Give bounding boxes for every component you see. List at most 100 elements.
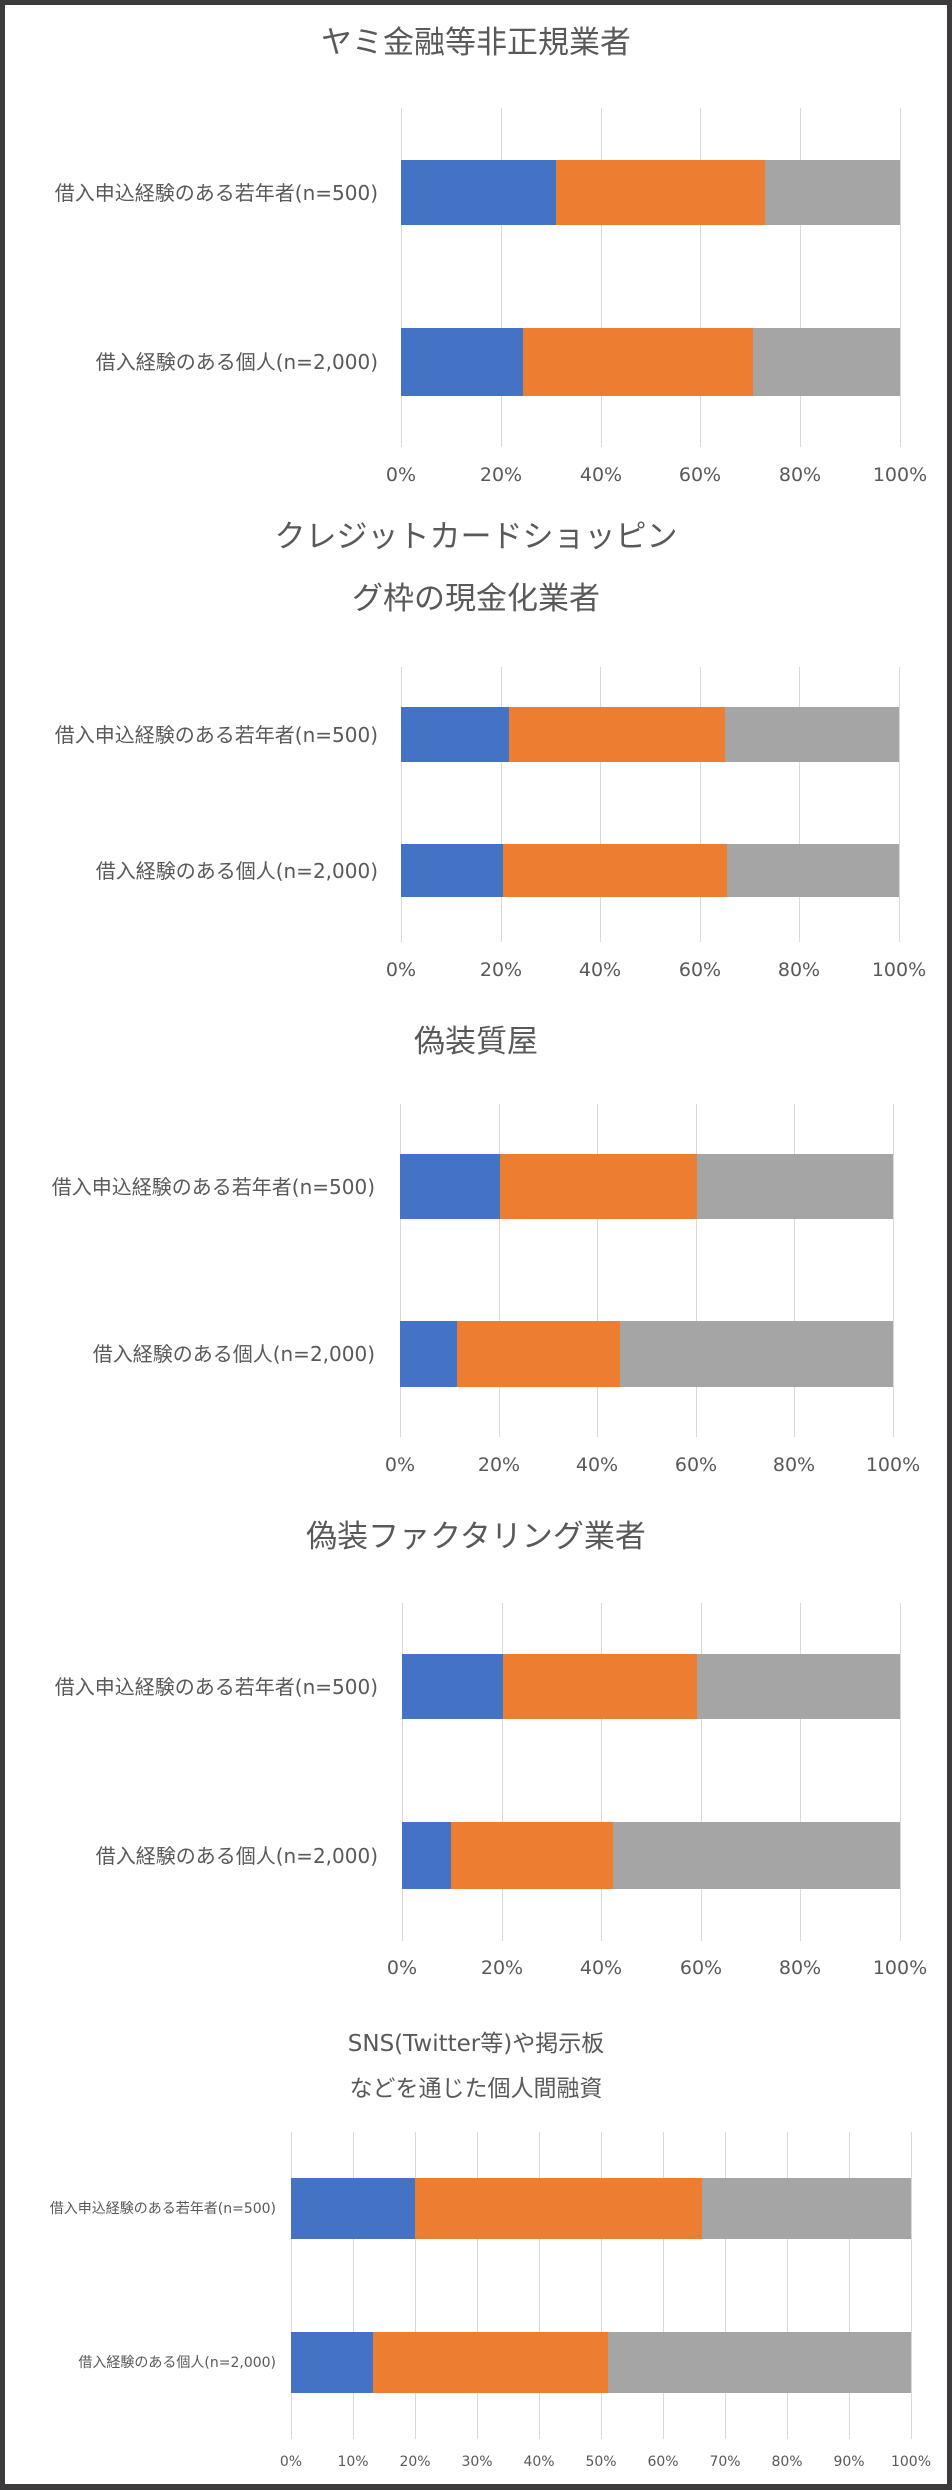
bar-segment-2 xyxy=(372,2332,608,2393)
bar-segment-2 xyxy=(509,707,725,762)
gridline xyxy=(800,108,801,447)
gridline xyxy=(402,1603,403,1941)
x-tick-label: 60% xyxy=(647,2454,679,2470)
x-tick-label: 100% xyxy=(872,1957,928,1979)
x-tick-label: 40% xyxy=(579,464,623,486)
bar-segment-1 xyxy=(291,2332,373,2393)
stacked-bar xyxy=(291,2178,911,2239)
x-tick-label: 40% xyxy=(575,1454,619,1476)
stacked-bar xyxy=(400,1321,893,1387)
bar-segment-2 xyxy=(523,328,753,396)
x-tick-label: 80% xyxy=(778,464,822,486)
x-tick-label: 60% xyxy=(678,959,722,981)
gridline xyxy=(849,2132,850,2439)
stacked-bar xyxy=(401,328,900,396)
gridline xyxy=(700,108,701,447)
chart-title: クレジットカードショッピン xyxy=(274,519,678,555)
gridline xyxy=(799,667,800,942)
gridline xyxy=(900,108,901,447)
gridline xyxy=(353,2132,354,2439)
bar-segment-1 xyxy=(402,1654,503,1719)
gridline xyxy=(601,1603,602,1941)
bar-segment-2 xyxy=(450,1822,614,1889)
x-tick-label: 60% xyxy=(678,464,722,486)
gridline xyxy=(800,1603,801,1941)
category-label: 借入申込経験のある若年者(n=500) xyxy=(54,1675,378,1699)
gridline xyxy=(893,1104,894,1437)
gridline xyxy=(401,108,402,447)
x-tick-label: 20% xyxy=(479,959,523,981)
gridline xyxy=(601,108,602,447)
gridline xyxy=(501,108,502,447)
chart-title: SNS(Twitter等)や掲示板 xyxy=(347,2031,605,2057)
gridline xyxy=(900,1603,901,1941)
bar-segment-1 xyxy=(401,844,504,897)
category-label: 借入経験のある個人(n=2,000) xyxy=(95,350,378,374)
stacked-bar xyxy=(291,2332,911,2393)
gridline xyxy=(701,1603,702,1941)
bar-segment-1 xyxy=(401,160,556,225)
gridline xyxy=(597,1104,598,1437)
gridline xyxy=(794,1104,795,1437)
gridline xyxy=(539,2132,540,2439)
gridline xyxy=(291,2132,292,2439)
x-tick-label: 0% xyxy=(279,2454,303,2470)
bar-segment-3 xyxy=(620,1321,893,1387)
gridline xyxy=(477,2132,478,2439)
x-tick-label: 80% xyxy=(772,1454,816,1476)
category-label: 借入申込経験のある若年者(n=500) xyxy=(49,2201,276,2217)
x-tick-label: 40% xyxy=(578,959,622,981)
gridline xyxy=(696,1104,697,1437)
x-tick-label: 80% xyxy=(771,2454,803,2470)
x-tick-label: 40% xyxy=(579,1957,623,1979)
bar-segment-1 xyxy=(400,1321,458,1387)
gridline xyxy=(401,667,402,942)
category-label: 借入申込経験のある若年者(n=500) xyxy=(51,1175,375,1199)
stacked-bar xyxy=(400,1154,893,1219)
x-tick-label: 10% xyxy=(337,2454,369,2470)
gridline xyxy=(499,1104,500,1437)
x-tick-label: 30% xyxy=(461,2454,493,2470)
x-tick-label: 0% xyxy=(385,464,417,486)
bar-segment-2 xyxy=(502,1654,698,1719)
bar-segment-3 xyxy=(607,2332,911,2393)
x-tick-label: 20% xyxy=(480,1957,524,1979)
category-label: 借入申込経験のある若年者(n=500) xyxy=(54,723,378,747)
bar-segment-1 xyxy=(401,707,510,762)
category-label: 借入経験のある個人(n=2,000) xyxy=(92,1342,375,1366)
stacked-bar xyxy=(401,844,899,897)
gridline xyxy=(911,2132,912,2439)
gridline xyxy=(787,2132,788,2439)
stacked-bar xyxy=(402,1822,900,1889)
bar-segment-1 xyxy=(401,328,524,396)
x-tick-label: 100% xyxy=(871,959,927,981)
x-tick-label: 50% xyxy=(585,2454,617,2470)
gridline xyxy=(899,667,900,942)
gridline xyxy=(700,667,701,942)
bar-segment-3 xyxy=(765,160,900,225)
bar-segment-3 xyxy=(613,1822,900,1889)
x-tick-label: 100% xyxy=(890,2454,932,2470)
x-tick-label: 100% xyxy=(865,1454,921,1476)
x-tick-label: 0% xyxy=(384,1454,416,1476)
x-tick-label: 20% xyxy=(477,1454,521,1476)
bar-segment-2 xyxy=(503,844,727,897)
gridline xyxy=(601,2132,602,2439)
bar-segment-3 xyxy=(697,1654,900,1719)
gridline xyxy=(501,667,502,942)
bar-segment-2 xyxy=(555,160,766,225)
gridline xyxy=(600,667,601,942)
stacked-bar xyxy=(402,1654,900,1719)
bar-segment-3 xyxy=(697,1154,893,1219)
gridline xyxy=(663,2132,664,2439)
bar-segment-2 xyxy=(415,2178,703,2239)
bar-segment-1 xyxy=(400,1154,500,1219)
x-tick-label: 20% xyxy=(399,2454,431,2470)
chart-title: 偽装ファクタリング業者 xyxy=(306,1519,646,1555)
category-label: 借入経験のある個人(n=2,000) xyxy=(95,1844,378,1868)
x-tick-label: 60% xyxy=(679,1957,723,1979)
x-tick-label: 70% xyxy=(709,2454,741,2470)
chart-title: ヤミ金融等非正規業者 xyxy=(321,25,631,61)
x-tick-label: 20% xyxy=(479,464,523,486)
chart-title: 偽装質屋 xyxy=(414,1024,538,1060)
